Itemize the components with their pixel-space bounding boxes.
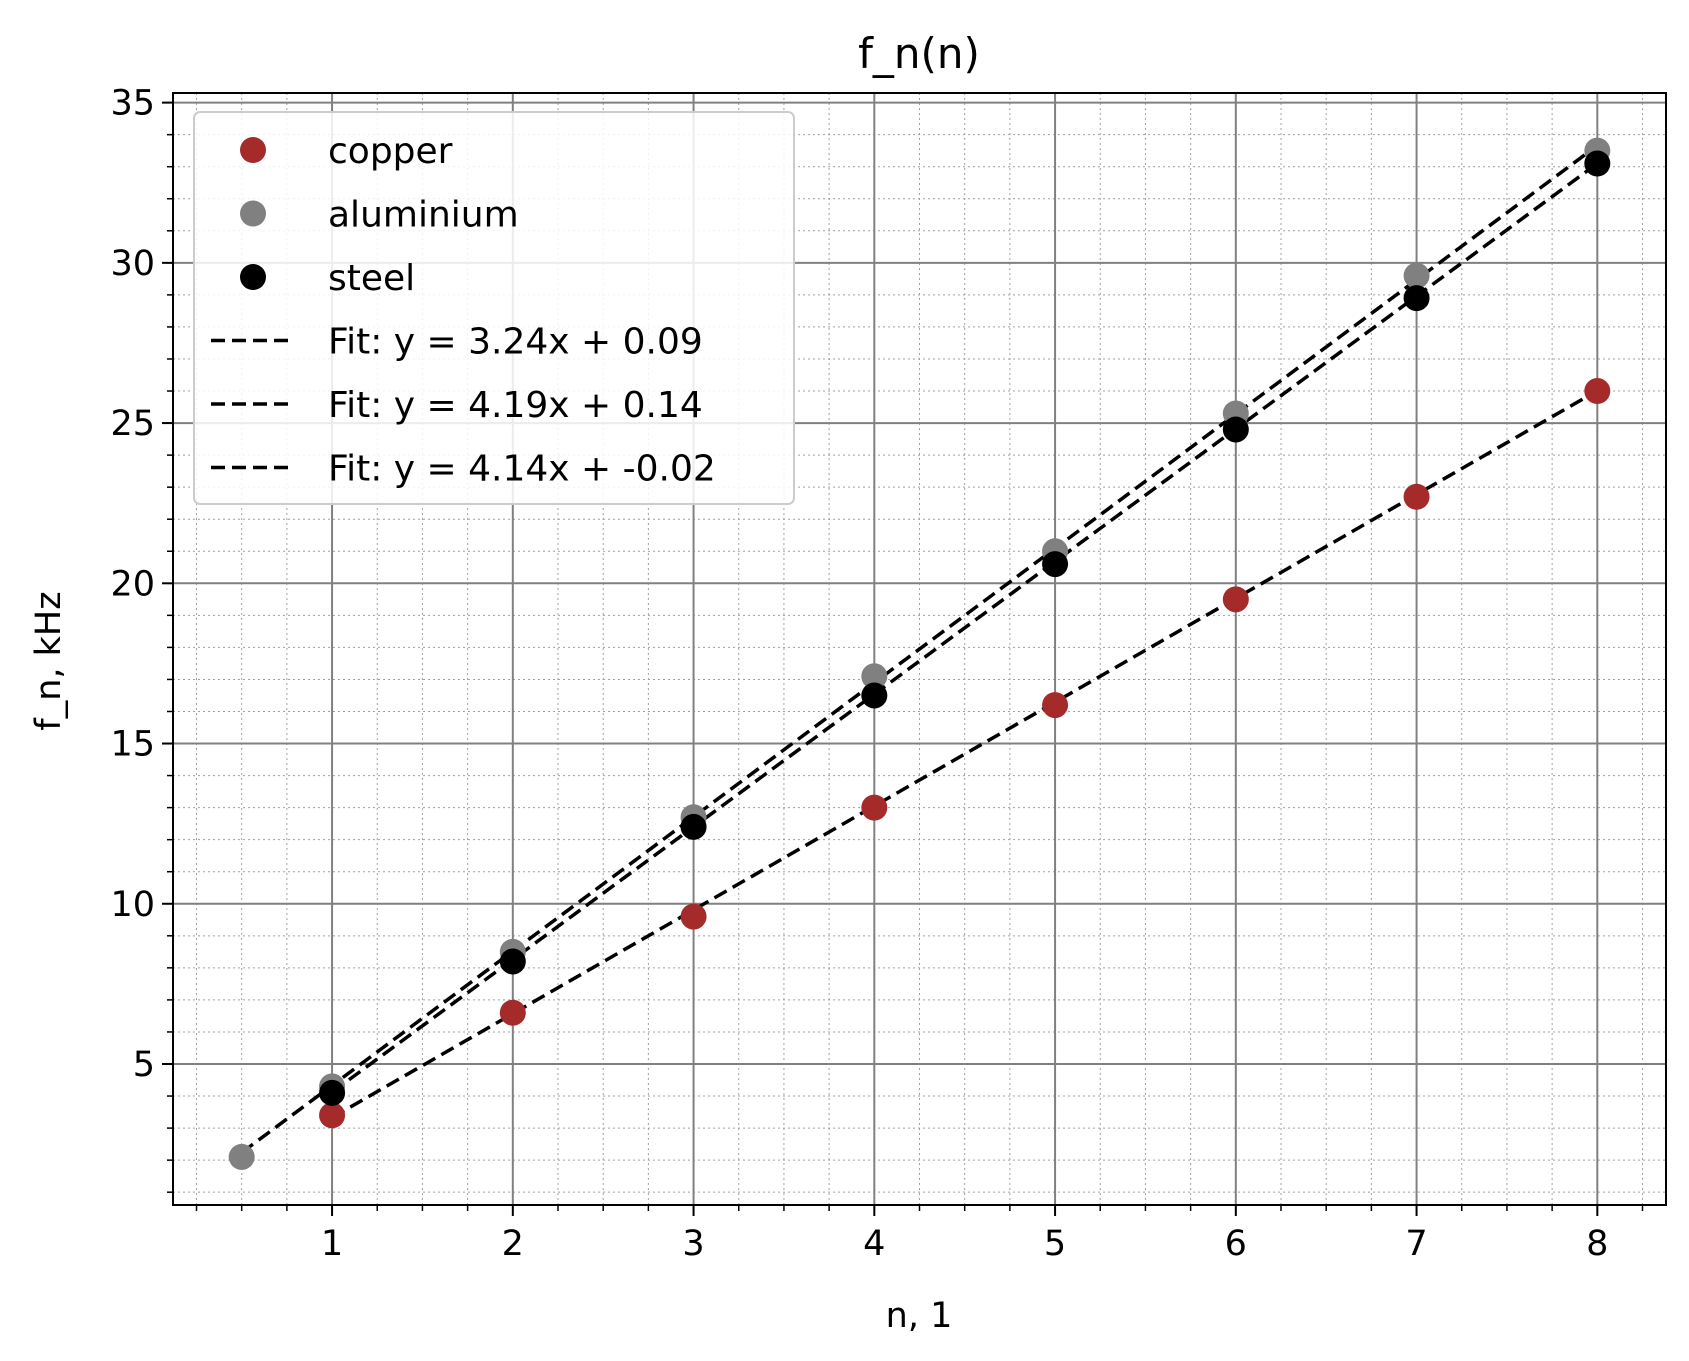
data-point-steel: [861, 682, 888, 709]
y-tick-label: 5: [133, 1045, 155, 1085]
fit-line: [240, 144, 1599, 1155]
legend: copper aluminium steel Fit: y = 3.24x + 0.0…: [193, 111, 795, 505]
series-steel: [319, 150, 1611, 1106]
data-point-aluminium: [1403, 262, 1430, 289]
x-tick-label: 7: [1405, 1224, 1427, 1264]
data-point-steel: [680, 813, 707, 840]
fit-line: [331, 162, 1599, 1094]
x-axis-label: n, 1: [886, 1296, 953, 1336]
y-axis-label: f_n, kHz: [29, 591, 69, 730]
fit-line: [331, 389, 1599, 1120]
data-point-steel: [1403, 285, 1430, 312]
data-point-copper: [861, 794, 888, 821]
series-copper: [319, 378, 1611, 1129]
y-tick-label: 10: [110, 885, 155, 925]
data-point-steel: [1222, 416, 1249, 443]
tick-labels: 1 2 3 4 5 6 7 8 5 10 15 20 25 30 35: [110, 84, 1608, 1264]
data-point-copper: [1584, 378, 1611, 405]
data-point-copper: [680, 903, 707, 930]
data-point-aluminium: [228, 1143, 255, 1170]
chart-title: f_n(n): [858, 29, 980, 78]
legend-label: aluminium: [328, 195, 519, 236]
legend-marker: [240, 200, 266, 227]
data-point-steel: [499, 948, 526, 975]
y-tick-label: 30: [110, 244, 155, 284]
y-tick-label: 15: [110, 725, 155, 765]
y-tick-label: 25: [110, 404, 155, 444]
axis-ticks: [162, 101, 1644, 1216]
data-point-copper: [499, 999, 526, 1026]
data-point-copper: [1403, 483, 1430, 510]
x-tick-label: 2: [502, 1224, 524, 1264]
legend-label: Fit: y = 4.19x + 0.14: [328, 385, 703, 426]
x-tick-label: 4: [863, 1224, 885, 1264]
data-point-steel: [319, 1079, 346, 1106]
data-point-copper: [319, 1102, 346, 1129]
legend-marker: [240, 264, 266, 290]
legend-box: [193, 111, 795, 505]
x-tick-label: 3: [682, 1224, 704, 1264]
data-point-steel: [1584, 150, 1611, 177]
data-point-copper: [1042, 692, 1069, 719]
data-point-aluminium: [861, 663, 888, 690]
legend-label: Fit: y = 4.14x + -0.02: [328, 449, 716, 490]
x-tick-label: 1: [321, 1224, 343, 1264]
fit-lines: [240, 144, 1599, 1155]
legend-label: Fit: y = 3.24x + 0.09: [328, 322, 703, 363]
data-point-steel: [1042, 551, 1069, 578]
legend-label: copper: [328, 131, 453, 172]
data-point-copper: [1222, 586, 1249, 613]
x-tick-label: 5: [1044, 1224, 1066, 1264]
x-tick-label: 8: [1586, 1224, 1608, 1264]
y-tick-label: 20: [110, 564, 155, 604]
y-tick-label: 35: [110, 84, 155, 124]
x-tick-label: 6: [1225, 1224, 1247, 1264]
legend-marker: [240, 137, 266, 163]
legend-label: steel: [328, 258, 415, 299]
data-points: [228, 137, 1611, 1170]
